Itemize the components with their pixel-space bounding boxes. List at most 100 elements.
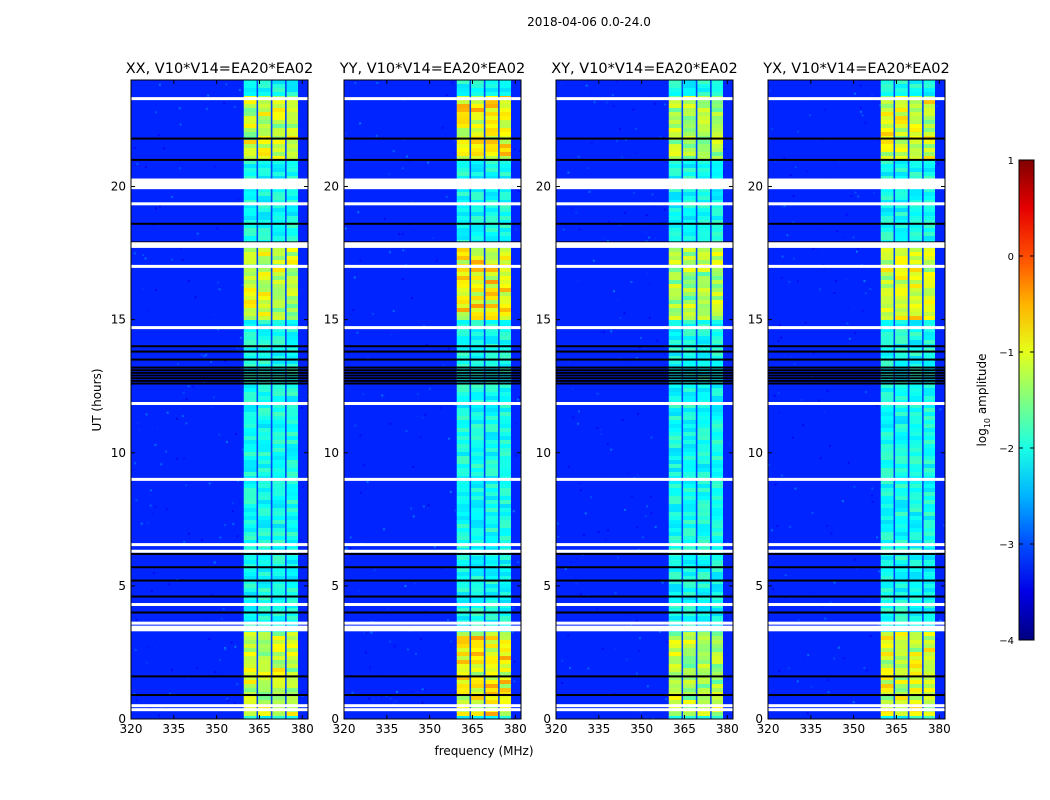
signal-cell: [683, 372, 696, 377]
signal-cell: [499, 592, 512, 597]
signal-cell: [880, 428, 894, 433]
signal-cell: [499, 124, 512, 129]
signal-cell: [471, 204, 484, 209]
noise-speck: [846, 322, 849, 325]
signal-cell: [272, 316, 286, 321]
signal-cell: [485, 500, 499, 505]
signal-cell: [456, 280, 470, 285]
signal-cell: [272, 108, 286, 113]
signal-cell: [895, 232, 908, 237]
signal-cell: [668, 608, 682, 613]
signal-cell: [258, 140, 271, 145]
signal-cell: [258, 568, 271, 573]
signal-cell: [711, 124, 724, 129]
signal-cell: [697, 428, 711, 433]
signal-cell: [909, 156, 923, 161]
noise-speck: [646, 272, 649, 275]
signal-cell: [456, 272, 470, 277]
noise-speck: [794, 487, 797, 490]
flag-white: [768, 708, 945, 712]
noise-speck: [224, 648, 227, 651]
signal-cell: [697, 656, 711, 661]
signal-cell: [923, 492, 936, 497]
noise-speck: [201, 347, 204, 350]
signal-cell: [272, 92, 286, 97]
signal-cell: [923, 280, 936, 285]
signal-cell: [272, 404, 286, 409]
signal-cell: [499, 216, 512, 221]
noise-speck: [801, 424, 804, 427]
noise-speck: [389, 422, 392, 425]
signal-cell: [456, 568, 470, 573]
signal-cell: [668, 632, 682, 637]
signal-cell: [485, 84, 499, 89]
signal-cell: [697, 316, 711, 321]
signal-cell: [272, 160, 286, 165]
signal-cell: [499, 584, 512, 589]
signal-cell: [923, 588, 936, 593]
signal-cell: [697, 696, 711, 701]
flag-black: [768, 374, 945, 377]
noise-speck: [159, 706, 162, 709]
noise-speck: [572, 416, 575, 419]
signal-cell: [711, 420, 724, 425]
signal-cell: [499, 88, 512, 93]
signal-cell: [471, 676, 484, 681]
signal-cell: [286, 120, 299, 125]
signal-cell: [471, 608, 484, 613]
noise-speck: [388, 173, 391, 176]
y-tick-label: 20: [324, 180, 339, 194]
noise-speck: [797, 618, 800, 621]
noise-speck: [196, 667, 199, 670]
signal-cell: [697, 608, 711, 613]
noise-speck: [869, 287, 872, 290]
signal-cell: [923, 356, 936, 361]
signal-cell: [711, 236, 724, 241]
signal-cell: [471, 132, 484, 137]
signal-cell: [485, 300, 499, 305]
flag-white: [768, 264, 945, 268]
signal-cell: [243, 492, 257, 497]
signal-cell: [258, 272, 271, 277]
signal-cell: [683, 560, 696, 565]
signal-cell: [923, 284, 936, 289]
signal-cell: [895, 572, 908, 577]
noise-speck: [370, 631, 373, 634]
noise-speck: [138, 428, 141, 431]
signal-cell: [272, 664, 286, 669]
noise-speck: [847, 307, 850, 310]
signal-cell: [668, 220, 682, 225]
noise-speck: [635, 619, 638, 622]
signal-cell: [456, 676, 470, 681]
signal-cell: [923, 480, 936, 485]
flag-white: [344, 603, 521, 607]
signal-cell: [880, 116, 894, 121]
signal-cell: [697, 592, 711, 597]
signal-cell: [272, 632, 286, 637]
signal-cell: [499, 504, 512, 509]
noise-speck: [145, 413, 148, 416]
signal-cell: [697, 304, 711, 309]
noise-speck: [639, 337, 642, 340]
signal-cell: [286, 128, 299, 133]
signal-cell: [456, 160, 470, 165]
signal-cell: [243, 452, 257, 457]
signal-cell: [243, 388, 257, 393]
signal-cell: [683, 404, 696, 409]
signal-cell: [909, 496, 923, 501]
signal-cell: [286, 664, 299, 669]
signal-cell: [243, 580, 257, 585]
flag-black: [131, 579, 308, 582]
signal-cell: [243, 212, 257, 217]
signal-cell: [697, 644, 711, 649]
signal-cell: [471, 524, 484, 529]
signal-cell: [711, 108, 724, 113]
signal-cell: [880, 568, 894, 573]
noise-speck: [383, 528, 386, 531]
signal-cell: [895, 608, 908, 613]
signal-cell: [880, 700, 894, 705]
noise-speck: [349, 547, 352, 550]
flag-white: [556, 401, 733, 405]
signal-cell: [258, 684, 271, 689]
signal-cell: [243, 256, 257, 261]
